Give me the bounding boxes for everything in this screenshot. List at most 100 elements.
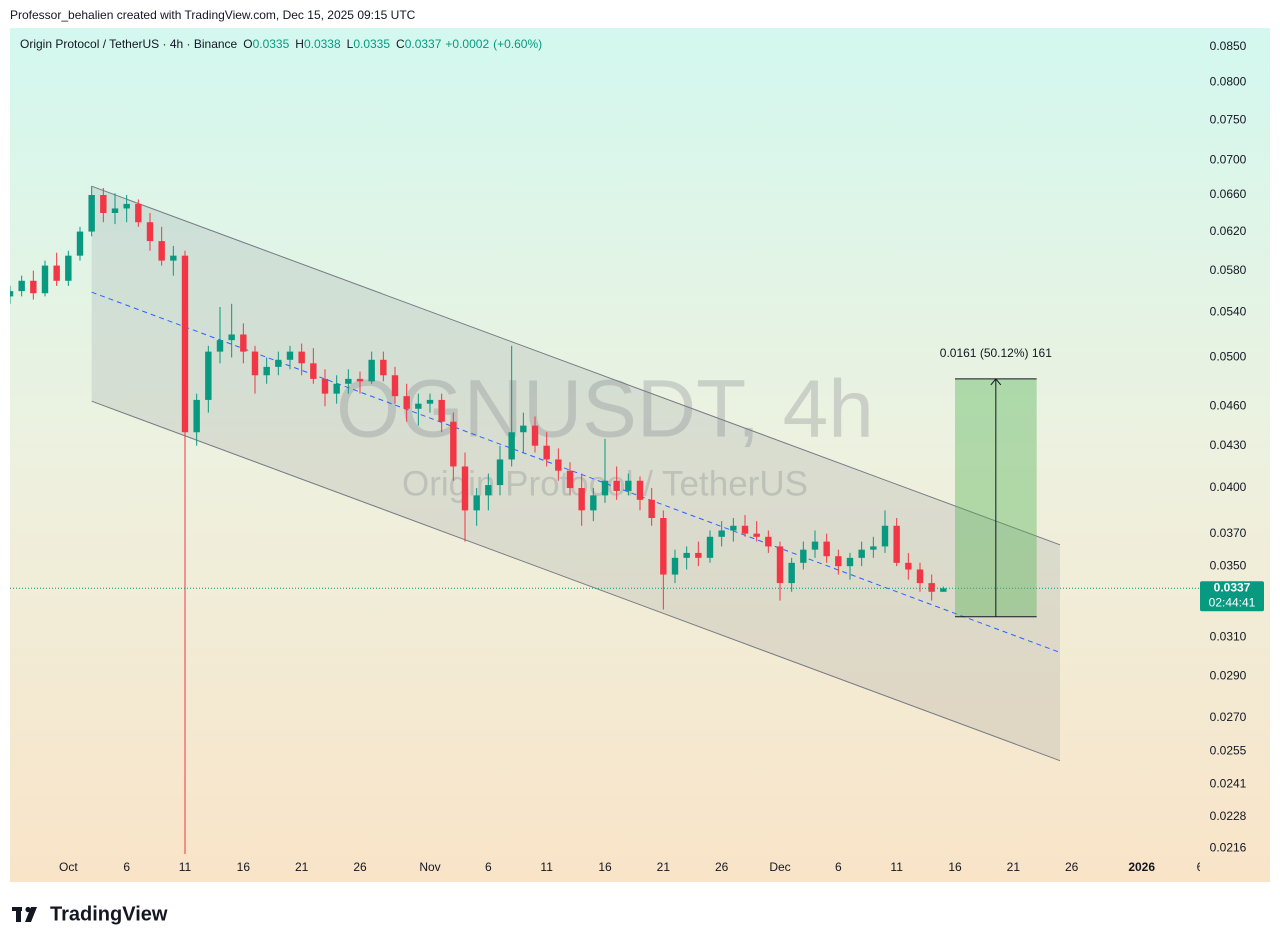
legend-ohlc-value: 0.0337 bbox=[405, 37, 442, 51]
candle-body bbox=[648, 499, 655, 519]
plot-area: OGNUSDT, 4hOrigin Protocol / TetherUS0.0… bbox=[10, 185, 1200, 854]
candle-body bbox=[928, 583, 935, 592]
y-tick-label: 0.0310 bbox=[1210, 629, 1247, 643]
candle-body bbox=[916, 569, 924, 584]
x-tick-label: 26 bbox=[1065, 860, 1079, 874]
y-tick-label: 0.0255 bbox=[1210, 744, 1247, 758]
y-tick-label: 0.0370 bbox=[1210, 526, 1247, 540]
candle-body bbox=[671, 557, 679, 575]
y-tick-label: 0.0350 bbox=[1210, 558, 1247, 572]
candle-body bbox=[776, 546, 784, 584]
candle-body bbox=[578, 488, 585, 511]
candle-body bbox=[473, 495, 480, 511]
candle-body bbox=[706, 536, 714, 558]
candle-body bbox=[893, 525, 900, 563]
legend: Origin Protocol / TetherUS · 4h · Binanc… bbox=[20, 37, 542, 51]
candle-body bbox=[228, 334, 235, 341]
y-tick-label: 0.0700 bbox=[1210, 153, 1247, 167]
candle-body bbox=[170, 255, 177, 261]
candle-body bbox=[426, 399, 434, 404]
candle-body bbox=[741, 525, 749, 534]
y-tick-label: 0.0290 bbox=[1210, 668, 1247, 682]
candle-body bbox=[193, 399, 200, 433]
channel-lower bbox=[91, 400, 1061, 762]
candle-body bbox=[380, 359, 387, 376]
x-tick-label: 6 bbox=[1197, 860, 1204, 874]
x-tick-label: 26 bbox=[715, 860, 729, 874]
channel-upper bbox=[91, 185, 1061, 546]
legend-ohlc-label: L bbox=[347, 37, 354, 51]
x-axis: Oct 6 11 16 21 26 Nov 6 11 16 21 26 Dec 6 11 16 21 26 2026… bbox=[59, 860, 1204, 874]
legend-change-pct: (+0.60%) bbox=[493, 37, 542, 51]
candle-body bbox=[111, 208, 119, 214]
candle-body bbox=[10, 291, 14, 297]
legend-ohlc-value: 0.0335 bbox=[253, 37, 290, 51]
y-tick-label: 0.0216 bbox=[1210, 841, 1247, 855]
candle-body bbox=[415, 403, 422, 409]
price-badge bbox=[1200, 581, 1264, 612]
price-badge-value: 0.0337 bbox=[1214, 580, 1251, 594]
candle-body bbox=[321, 378, 329, 394]
candle-body bbox=[368, 359, 375, 382]
x-tick-label: 11 bbox=[890, 860, 903, 874]
legend-ohlc-label: O bbox=[243, 37, 252, 51]
candle-body bbox=[566, 470, 574, 489]
x-tick-label: 6 bbox=[123, 860, 130, 874]
candle-body bbox=[76, 231, 84, 256]
y-tick-label: 0.0500 bbox=[1210, 350, 1247, 364]
candle-body bbox=[905, 562, 912, 570]
y-tick-label: 0.0460 bbox=[1210, 398, 1247, 412]
candle-body bbox=[146, 222, 154, 242]
chart-background bbox=[10, 28, 1270, 882]
candle-body bbox=[870, 546, 877, 550]
legend-title: Origin Protocol / TetherUS · 4h · Binanc… bbox=[20, 37, 238, 51]
candle-body bbox=[695, 552, 702, 558]
y-tick-label: 0.0750 bbox=[1210, 112, 1247, 126]
candle-body bbox=[53, 265, 60, 281]
x-tick-label: Dec bbox=[769, 860, 790, 874]
x-tick-label: 26 bbox=[353, 860, 367, 874]
x-tick-label: 2026 bbox=[1128, 860, 1155, 874]
credit: Professor_behalien created with TradingV… bbox=[10, 8, 416, 22]
legend-ohlc-label: H bbox=[295, 37, 304, 51]
x-tick-label: 6 bbox=[485, 860, 492, 874]
y-tick-label: 0.0800 bbox=[1210, 75, 1247, 89]
candle-body bbox=[263, 366, 270, 376]
y-tick-label: 0.0270 bbox=[1210, 710, 1247, 724]
y-tick-label: 0.0540 bbox=[1210, 305, 1247, 319]
candle-body bbox=[391, 375, 399, 397]
candle-body bbox=[333, 383, 340, 394]
candle-body bbox=[496, 459, 504, 486]
candle-body bbox=[625, 480, 632, 491]
candle-body bbox=[403, 396, 410, 409]
legend-change: +0.0002 bbox=[445, 37, 489, 51]
x-tick-label: Oct bbox=[59, 860, 78, 874]
brand-logo: TradingView bbox=[12, 903, 168, 925]
x-tick-label: 21 bbox=[1007, 860, 1021, 874]
candle-body bbox=[718, 530, 725, 537]
x-tick-label: 11 bbox=[540, 860, 553, 874]
x-tick-label: 16 bbox=[948, 860, 962, 874]
candle-body bbox=[753, 533, 760, 537]
candle-body bbox=[298, 351, 305, 364]
x-tick-label: 21 bbox=[295, 860, 309, 874]
x-tick-label: 16 bbox=[237, 860, 251, 874]
candle-body bbox=[601, 480, 609, 496]
candle-body bbox=[275, 359, 282, 367]
candle-body bbox=[251, 351, 259, 376]
arrow-head bbox=[990, 378, 1002, 386]
price-badge-countdown: 02:44:41 bbox=[1209, 595, 1256, 609]
y-tick-label: 0.0400 bbox=[1210, 480, 1247, 494]
candle-body bbox=[765, 536, 772, 547]
candle-body bbox=[508, 432, 515, 460]
candle-body bbox=[356, 378, 364, 382]
candle-body bbox=[846, 557, 854, 567]
position-label: 0.0161 (50.12%) 161 bbox=[940, 346, 1052, 360]
candle-body bbox=[881, 525, 889, 547]
candle-body bbox=[100, 194, 107, 214]
y-tick-label: 0.0850 bbox=[1210, 39, 1247, 53]
x-tick-label: 11 bbox=[179, 860, 192, 874]
y-tick-label: 0.0620 bbox=[1210, 224, 1247, 238]
candle-body bbox=[940, 588, 947, 592]
brand-name: TradingView bbox=[50, 903, 168, 925]
